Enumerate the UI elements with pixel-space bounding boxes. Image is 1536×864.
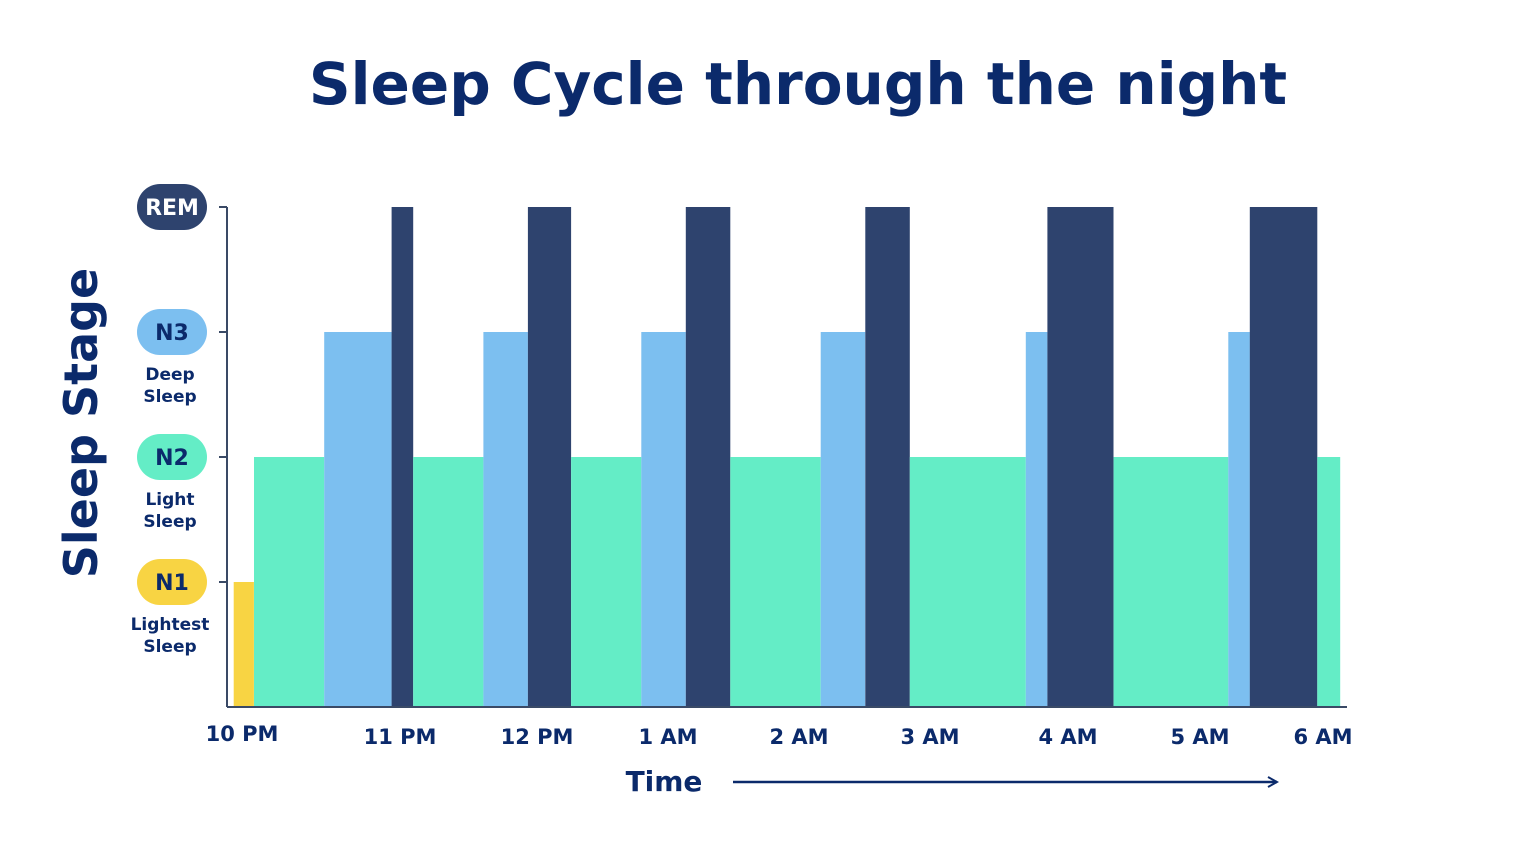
stage-description-n2-1: Sleep [143,512,196,532]
segment-n2-4 [413,457,484,707]
stage-pill-rem [137,184,207,230]
stage-description-n1-0: Lightest [131,615,210,635]
segment-n2-13 [909,457,1026,707]
segment-n2-7 [571,457,642,707]
axes [219,206,1347,708]
x-tick-label: 4 AM [1038,725,1097,749]
x-axis-label: Time [626,765,703,798]
segment-n1-0 [233,582,254,707]
sleep-segments [233,207,1341,707]
segment-rem-12 [865,207,910,707]
x-tick-label: 6 AM [1293,725,1352,749]
stage-description-n3-1: Sleep [143,387,196,407]
x-tick-label: 5 AM [1170,725,1229,749]
segment-n2-19 [1317,457,1341,707]
segment-n2-10 [730,457,821,707]
stage-label-n1: N1 [155,571,189,596]
segment-n3-8 [641,332,686,707]
segment-n2-1 [254,457,325,707]
stage-pill-n2 [137,434,207,480]
y-axis-label: Sleep Stage [54,268,108,579]
segment-n3-5 [483,332,528,707]
segment-rem-18 [1249,207,1318,707]
x-tick-label: 11 PM [364,725,437,749]
segment-rem-3 [391,207,414,707]
x-tick-labels: 10 PM 11 PM 12 PM 1 AM 2 AM 3 AM 4 AM 5 AM 6 AM [206,722,1353,749]
stage-description-n1-1: Sleep [143,637,196,657]
segment-rem-15 [1047,207,1114,707]
x-tick-label: 2 AM [769,725,828,749]
segment-n3-11 [820,332,866,707]
segment-rem-9 [685,207,731,707]
stage-description-n3-0: Deep [145,365,194,385]
segment-n3-14 [1025,332,1048,707]
chart-title: Sleep Cycle through the night [309,50,1287,118]
segment-rem-6 [527,207,572,707]
y-level-labels: REMN3DeepSleepN2LightSleepN1LightestSlee… [131,184,210,657]
x-tick-label: 3 AM [900,725,959,749]
stage-description-n2-0: Light [145,490,194,510]
stage-label-n2: N2 [155,446,189,471]
x-tick-label: 1 AM [638,725,697,749]
segment-n3-2 [324,332,392,707]
stage-label-rem: REM [145,196,199,221]
stage-pill-n1 [137,559,207,605]
x-tick-label: 12 PM [501,725,574,749]
stage-pill-n3 [137,309,207,355]
y-level-rem: REM [137,184,207,230]
x-tick-label: 10 PM [206,722,279,746]
stage-label-n3: N3 [155,321,189,346]
segment-n2-16 [1113,457,1229,707]
segment-n3-17 [1228,332,1250,707]
